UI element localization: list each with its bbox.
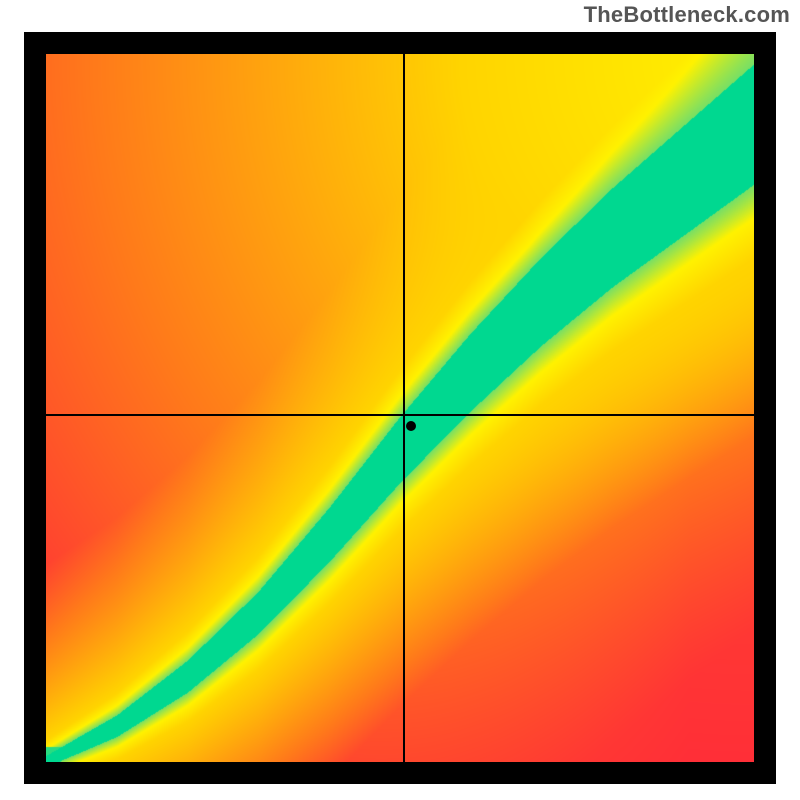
- heatmap-canvas: [46, 54, 754, 762]
- heatmap-plot-area: [46, 54, 754, 762]
- crosshair-horizontal: [46, 414, 754, 416]
- crosshair-vertical: [403, 54, 405, 762]
- watermark-text: TheBottleneck.com: [584, 2, 790, 28]
- selection-point-marker: [406, 421, 416, 431]
